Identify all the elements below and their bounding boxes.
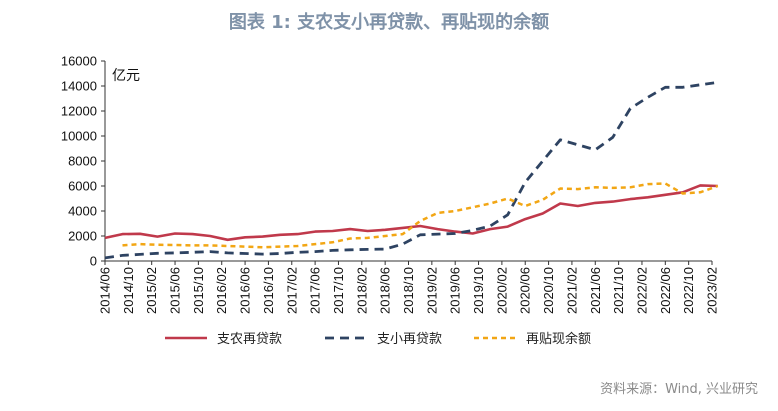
- x-tick-label: 2016/06: [238, 267, 253, 314]
- y-tick-label: 4000: [68, 204, 97, 219]
- x-tick-label: 2022/02: [634, 267, 649, 314]
- x-tick-label: 2023/02: [705, 267, 720, 314]
- x-tick-label: 2019/02: [424, 267, 439, 314]
- x-tick-label: 2022/06: [658, 267, 673, 314]
- x-tick-label: 2020/10: [541, 267, 556, 314]
- x-tick-label: 2021/02: [564, 267, 579, 314]
- series-line-3: [122, 182, 719, 249]
- unit-label: 亿元: [112, 68, 140, 84]
- axes: 0 2000 4000 6000 8000 10000 12000 14000 16000 201…: [61, 54, 720, 315]
- y-tick-label: 6000: [68, 179, 97, 194]
- y-tick-label: 16000: [61, 54, 97, 69]
- series-lines: [104, 80, 719, 260]
- x-tick-label: 2015/06: [168, 267, 183, 314]
- y-tick-label: 0: [90, 254, 97, 269]
- x-tick-label: 2021/10: [611, 267, 626, 314]
- x-tick-label: 2018/02: [354, 267, 369, 314]
- x-tick-label: 2021/06: [588, 267, 603, 314]
- y-tick-label: 8000: [68, 154, 97, 169]
- source-note: 资料来源：Wind, 兴业研究: [600, 382, 758, 397]
- series-line-2: [104, 80, 718, 260]
- x-tick-label: 2019/06: [448, 267, 463, 314]
- y-tick-label: 2000: [68, 229, 97, 244]
- chart-title: 图表 1: 支农支小再贷款、再贴现的余额: [228, 12, 550, 33]
- x-tick-label: 2022/10: [681, 267, 696, 314]
- series-line-1: [104, 184, 718, 242]
- x-tick-label: 2015/10: [191, 267, 206, 314]
- x-tick-label: 2016/02: [214, 267, 229, 314]
- y-tick-label: 14000: [61, 79, 97, 94]
- x-tick-label: 2014/06: [98, 267, 113, 314]
- x-tick-label: 2019/10: [471, 267, 486, 314]
- x-tick-label: 2016/10: [261, 267, 276, 314]
- legend: 支农再贷款 支小再贷款 再贴现余额: [165, 331, 591, 347]
- legend-label-3: 再贴现余额: [526, 331, 591, 347]
- x-tick-label: 2014/10: [121, 267, 136, 314]
- x-tick-label: 2015/02: [144, 267, 159, 314]
- x-tick-label: 2017/02: [284, 267, 299, 314]
- x-tick-label: 2018/10: [401, 267, 416, 314]
- y-tick-label: 10000: [61, 129, 97, 144]
- legend-label-1: 支农再贷款: [217, 332, 282, 347]
- y-tick-label: 12000: [61, 104, 97, 119]
- x-tick-label: 2020/06: [518, 267, 533, 314]
- x-tick-label: 2017/06: [308, 267, 323, 314]
- x-tick-label: 2018/06: [378, 267, 393, 314]
- x-tick-label: 2020/02: [494, 267, 509, 314]
- legend-label-2: 支小再贷款: [377, 332, 442, 347]
- x-tick-label: 2017/10: [331, 267, 346, 314]
